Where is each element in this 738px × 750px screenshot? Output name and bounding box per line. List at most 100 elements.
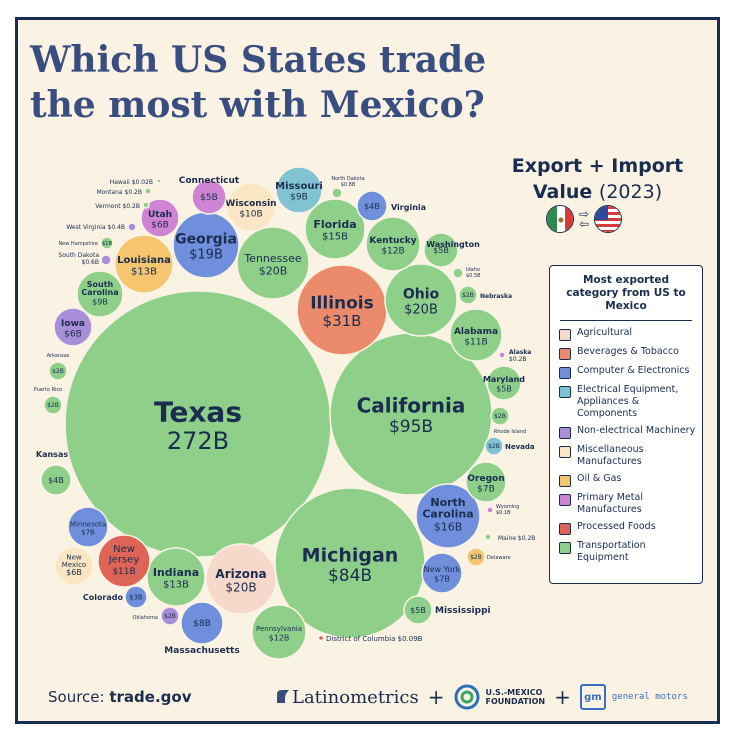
usmx-line-1: U.S.-MEXICO xyxy=(485,688,543,697)
bubble-name-puerto-rico: Puerto Rico xyxy=(34,387,63,393)
subtitle-year: (2023) xyxy=(598,181,663,203)
bubble-name-oregon: Oregon xyxy=(467,474,504,484)
bubble-label-district-of-columbia: District of Columbia $0.09B xyxy=(326,635,423,643)
bubble-value-south-dakota: $0.6B xyxy=(82,259,99,266)
bubble-oregon xyxy=(465,461,507,503)
bubble-wyoming xyxy=(486,506,494,514)
legend-label: Processed Foods xyxy=(577,521,656,532)
bubble-name-kentucky: Kentucky xyxy=(369,236,416,246)
bubble-value-arkansas: $2B xyxy=(52,368,64,375)
bubble-kansas xyxy=(40,464,72,496)
bubble-colorado xyxy=(124,585,148,609)
bubble-utah xyxy=(140,198,180,238)
bubble-value-minnesota: $7B xyxy=(81,528,95,536)
legend-swatch xyxy=(559,386,571,398)
bubble-name-indiana: Indiana xyxy=(153,566,199,579)
bubble-name-new-jersey-1: New xyxy=(113,544,135,555)
legend-swatch xyxy=(559,542,571,554)
bubble-value-new-york: $7B xyxy=(434,574,450,583)
legend-swatch xyxy=(559,367,571,379)
bubble-new-york xyxy=(421,552,463,594)
bubble-washington xyxy=(423,232,459,268)
bubble-value-south-carolina: $9B xyxy=(92,297,108,306)
bubble-value-delaware: $2B xyxy=(470,554,482,561)
bubble-label-west-virginia: West Virginia $0.4B xyxy=(66,224,125,231)
latinometrics-logo: Latinometrics xyxy=(274,687,419,708)
usmx-foundation-logo: U.S.-MEXICO FOUNDATION xyxy=(454,684,546,710)
bubble-value-indiana: $13B xyxy=(163,580,189,591)
bubble-value-iowa: $6B xyxy=(64,329,82,339)
mexico-flag-icon xyxy=(546,205,574,233)
legend-swatch xyxy=(559,329,571,341)
legend-item: Transportation Equipment xyxy=(550,540,702,564)
bubble-name-georgia: Georgia xyxy=(175,232,237,248)
gm-logo: gm general motors xyxy=(579,684,688,710)
usa-flag-icon xyxy=(594,205,623,233)
bubble-value-tennessee: $20B xyxy=(259,265,288,278)
bubble-value-north-carolina: $16B xyxy=(434,520,463,533)
bubble-name-california: California xyxy=(357,393,466,417)
bubble-new-jersey xyxy=(97,534,151,588)
legend-item: Primary Metal Manufactures xyxy=(550,492,702,516)
legend-label: Beverages & Tobacco xyxy=(577,346,679,357)
source-name: trade.gov xyxy=(109,688,192,706)
bubble-name-nebraska: Nebraska xyxy=(480,293,512,300)
bubble-value-utah: $6B xyxy=(151,220,169,230)
legend-swatch xyxy=(559,348,571,360)
bubble-name-washington: Washington xyxy=(426,240,480,249)
chart-subtitle: Export + Import Value (2023) xyxy=(495,153,700,205)
bubble-name-new-mexico-1: New xyxy=(66,554,82,562)
bubble-name-delaware: Delaware xyxy=(487,555,511,561)
bubble-new-mexico xyxy=(54,546,94,586)
bubble-value-alaska: $0.2B xyxy=(509,356,526,363)
bubble-name-kansas: Kansas xyxy=(36,450,68,459)
bubble-oklahoma xyxy=(160,606,180,626)
bubble-name-missouri: Missouri xyxy=(275,181,323,192)
bubble-name-iowa: Iowa xyxy=(61,319,85,329)
bubble-value-pennsylvania: $12B xyxy=(269,633,290,642)
plus-sign: + xyxy=(427,685,445,709)
bubble-name-minnesota: Minnesota xyxy=(70,520,106,528)
legend-swatch xyxy=(559,494,571,506)
bubble-value-california: $95B xyxy=(389,417,433,437)
latinometrics-mark-icon xyxy=(277,690,289,703)
bubble-value-missouri: $9B xyxy=(290,192,308,202)
bubble-south-dakota xyxy=(100,254,112,266)
legend-item: Agricultural xyxy=(550,327,702,341)
usmx-mark-icon xyxy=(454,684,480,710)
bubble-value-wyoming: $0.1B xyxy=(496,510,511,516)
legend-divider xyxy=(560,320,692,321)
bubble-name-new-mexico-2: Mexico xyxy=(62,561,86,569)
plus-sign-2: + xyxy=(554,685,571,709)
bubble-mississippi xyxy=(403,595,433,625)
bubble-value-louisiana: $13B xyxy=(131,267,157,278)
bubble-value-florida: $15B xyxy=(322,232,348,243)
legend-label: Oil & Gas xyxy=(577,473,622,484)
bubble-name-ohio: Ohio xyxy=(403,287,440,303)
bubble-label-maine: Maine $0.2B xyxy=(498,535,535,542)
source-prefix: Source: xyxy=(48,688,105,706)
latinometrics-text: Latinometrics xyxy=(292,686,419,708)
bubble-name-connecticut: Connecticut xyxy=(179,176,240,186)
bubble-value-north-dakota: $0.8B xyxy=(341,182,356,188)
bubble-label-vermont: Vermont $0.2B xyxy=(95,203,140,210)
gm-mark: gm xyxy=(579,684,606,710)
bubble-value-texas: 272B xyxy=(167,427,229,455)
bubble-nebraska xyxy=(458,285,478,305)
bubble-value-nebraska: $2B xyxy=(462,292,474,299)
bubble-name-rhode-island: Rhode Island xyxy=(494,429,526,435)
legend-swatch xyxy=(559,427,571,439)
legend-title: Most exported category from US to Mexico xyxy=(566,274,686,312)
bubble-name-wisconsin: Wisconsin xyxy=(225,199,276,209)
gm-text: general motors xyxy=(611,692,688,702)
usmx-line-2: FOUNDATION xyxy=(485,697,546,706)
bubble-value-nevada: $2B xyxy=(488,443,500,450)
legend-item: Electrical Equipment, Appliances & Compo… xyxy=(550,384,702,420)
bubble-north-dakota xyxy=(331,187,343,199)
bubble-name-new-jersey-2: Jersey xyxy=(108,555,140,566)
bubble-name-michigan: Michigan xyxy=(302,544,399,566)
subtitle-value: Value xyxy=(532,181,593,203)
bubble-value-maryland: $5B xyxy=(496,384,512,393)
bubble-louisiana xyxy=(114,234,174,294)
